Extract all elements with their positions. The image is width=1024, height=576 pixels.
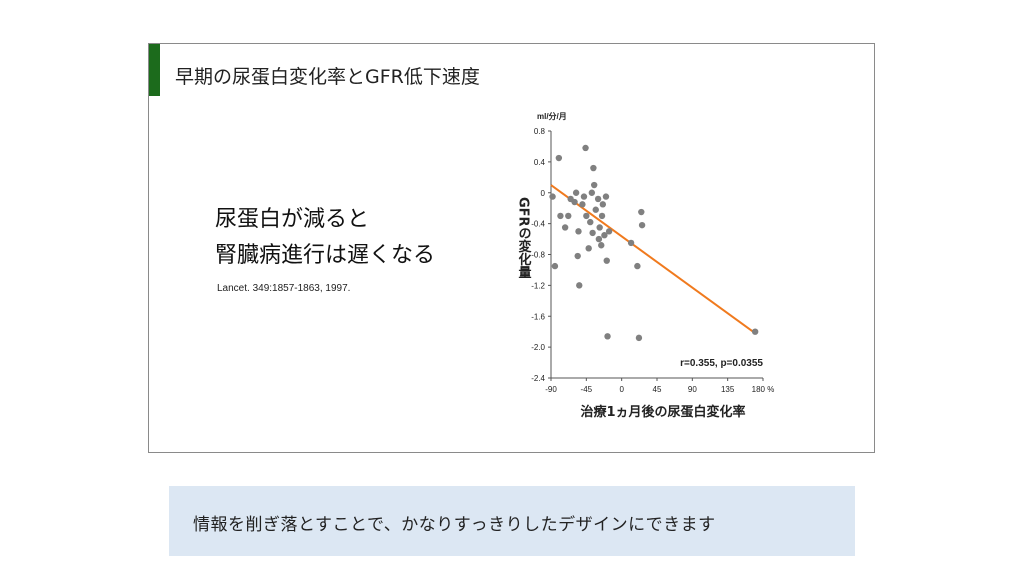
y-tick-label: 0.4 xyxy=(534,158,546,167)
data-point xyxy=(590,164,597,172)
data-point xyxy=(551,262,559,270)
y-tick-label: 0 xyxy=(541,189,546,198)
y-tick-label: -0.4 xyxy=(531,220,545,229)
key-message-line-2: 腎臓病進行は遅くなる xyxy=(215,243,436,268)
data-point xyxy=(634,262,641,270)
data-point xyxy=(549,193,556,200)
y-tick-label: -0.8 xyxy=(531,251,545,260)
x-tick-label: -45 xyxy=(581,385,593,394)
data-point xyxy=(598,212,606,220)
data-point xyxy=(592,206,599,213)
data-point xyxy=(751,328,759,335)
data-point xyxy=(579,201,586,208)
data-point xyxy=(596,224,603,231)
data-point xyxy=(594,195,602,203)
slide-title: 早期の尿蛋白変化率とGFR低下速度 xyxy=(175,66,480,88)
data-point xyxy=(590,181,598,189)
citation: Lancet. 349:1857-1863, 1997. xyxy=(217,283,351,294)
y-tick-label: -1.6 xyxy=(531,312,545,321)
x-tick-label: -90 xyxy=(545,385,557,394)
stats-annotation: r=0.355, p=0.0355 xyxy=(680,358,763,369)
data-point xyxy=(583,212,590,220)
data-point xyxy=(635,334,643,342)
y-axis-title: GFRの変化量 xyxy=(516,197,532,280)
data-point xyxy=(576,282,583,289)
x-axis-title: 治療1ヵ月後の尿蛋白変化率 xyxy=(580,404,745,420)
y-axis-unit: ml/分/月 xyxy=(537,111,567,121)
data-point xyxy=(638,221,646,229)
data-point xyxy=(575,228,582,235)
y-tick-label: -2.0 xyxy=(531,343,545,352)
data-point xyxy=(557,212,564,220)
data-point xyxy=(589,229,596,237)
data-point xyxy=(602,193,610,200)
data-point xyxy=(599,201,607,208)
data-point xyxy=(605,228,613,235)
slide-panel: 早期の尿蛋白変化率とGFR低下速度 尿蛋白が減ると 腎臓病進行は遅くなる Lan… xyxy=(148,43,875,453)
data-point xyxy=(627,239,635,247)
x-tick-label: 45 xyxy=(653,385,662,394)
data-point xyxy=(603,257,610,264)
data-point xyxy=(572,189,580,196)
data-point xyxy=(585,245,592,252)
key-message-line-1: 尿蛋白が減ると xyxy=(215,207,370,232)
data-point xyxy=(580,193,588,200)
data-point xyxy=(588,189,596,196)
y-tick-label: -2.4 xyxy=(531,374,545,383)
title-accent-bar xyxy=(149,44,160,96)
scatter-chart: 0.8 0.4 0 -0.4 -0.8 -1.2 -1.6 -2.0 -2.4-90 -45 0 45… xyxy=(516,111,775,420)
regression-line xyxy=(550,184,756,335)
data-point xyxy=(604,333,611,340)
data-point xyxy=(565,212,572,220)
data-point xyxy=(595,235,603,243)
data-point xyxy=(598,242,605,249)
data-point xyxy=(601,232,608,239)
data-point xyxy=(582,144,589,152)
data-point xyxy=(561,224,569,231)
x-tick-label: 135 xyxy=(721,385,735,394)
y-tick-label: -1.2 xyxy=(531,281,545,290)
x-tick-label: 90 xyxy=(688,385,697,394)
y-tick-label: 0.8 xyxy=(534,127,546,136)
data-point xyxy=(571,198,578,206)
data-point xyxy=(587,218,594,226)
caption-text: 情報を削ぎ落とすことで、かなりすっきりしたデザインにできます xyxy=(193,515,716,535)
x-tick-label: 0 xyxy=(619,385,624,394)
x-tick-label: 180 % xyxy=(752,385,775,394)
data-point xyxy=(638,208,645,216)
caption-box: 情報を削ぎ落とすことで、かなりすっきりしたデザインにできます xyxy=(169,486,855,556)
data-point xyxy=(574,252,581,260)
data-point xyxy=(555,154,563,162)
key-message: 尿蛋白が減ると 腎臓病進行は遅くなる xyxy=(215,202,435,274)
